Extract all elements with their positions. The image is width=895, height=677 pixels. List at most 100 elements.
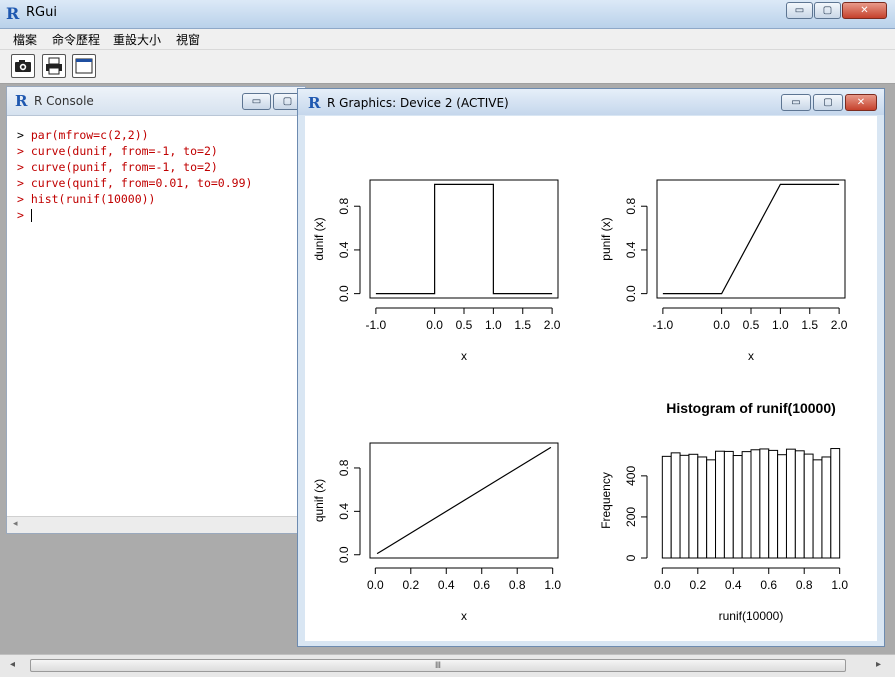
histogram-bar: [741, 451, 752, 559]
console-input-line[interactable]: >: [17, 207, 252, 223]
histogram-bar: [759, 448, 770, 559]
histogram-x-tick-label: 0.2: [689, 578, 706, 592]
console-restore-button[interactable]: ▢: [273, 93, 302, 110]
qunif-y-axis-label: qunif (x): [312, 479, 326, 522]
dunif-y-tick-label: 0.4: [337, 241, 351, 258]
console-line: > curve(qunif, from=0.01, to=0.99): [17, 176, 253, 190]
histogram-bar: [697, 456, 708, 559]
console-horizontal-scrollbar[interactable]: ◂: [7, 516, 305, 533]
qunif-x-tick-label: 0.6: [473, 578, 490, 592]
histogram-bar: [679, 454, 690, 559]
punif-y-tick-label: 0.4: [624, 241, 638, 258]
punif-x-tick-label: -1.0: [653, 318, 674, 332]
copy-metafile-button[interactable]: [11, 54, 35, 78]
histogram-bar: [812, 459, 823, 559]
r-logo-icon: R: [6, 4, 20, 23]
r-graphics-window: R R Graphics: Device 2 (ACTIVE) ▭ ▢ ✕ -1…: [297, 88, 885, 647]
console-minimize-button[interactable]: ▭: [242, 93, 271, 110]
main-horizontal-scrollbar[interactable]: ◂ Ⅲ ▸: [0, 654, 895, 677]
console-line: > hist(runif(10000)): [17, 192, 156, 206]
qunif-x-tick-label: 0.4: [438, 578, 455, 592]
window-icon: [75, 58, 93, 74]
histogram-y-tick-label: 200: [624, 507, 638, 527]
histogram-x-tick-label: 0.0: [654, 578, 671, 592]
punif-x-tick-label: 0.0: [713, 318, 730, 332]
graphics-title: R Graphics: Device 2 (ACTIVE): [327, 96, 509, 110]
app-title-bar: R RGui ▭ ▢ ✕: [0, 0, 895, 29]
punif-y-axis-label: punif (x): [599, 217, 613, 260]
punif-x-tick-label: 1.5: [801, 318, 818, 332]
r-logo-icon: R: [308, 94, 321, 112]
dunif-x-tick-label: 1.5: [514, 318, 531, 332]
punif-x-tick-label: 0.5: [743, 318, 760, 332]
histogram-bar: [821, 456, 832, 559]
histogram-y-tick-label: 0: [624, 554, 638, 561]
qunif-x-tick-label: 0.8: [509, 578, 526, 592]
printer-icon: [46, 57, 62, 75]
graphics-minimize-button[interactable]: ▭: [781, 94, 811, 111]
histogram-x-axis-label: runif(10000): [719, 609, 784, 623]
toolbar: [0, 50, 895, 84]
qunif-y-tick-label: 0.4: [337, 503, 351, 520]
histogram-chart-title: Histogram of runif(10000): [666, 400, 836, 416]
histogram-bar: [715, 450, 725, 559]
histogram-x-tick-label: 1.0: [831, 578, 848, 592]
console-title-bar: R R Console ▭ ▢: [7, 87, 305, 116]
window-button[interactable]: [72, 54, 96, 78]
plot-canvas: -1.0 0.0 0.5 1.0 1.5 2.0 0.0 0.4 0.8 x dunif (x) -1…: [305, 116, 877, 641]
graphics-close-button[interactable]: ✕: [845, 94, 877, 111]
qunif-x-tick-label: 0.0: [367, 578, 384, 592]
qunif-curve: [376, 446, 552, 555]
punif-y-tick-label: 0.0: [624, 285, 638, 302]
menu-resize[interactable]: 重設大小: [113, 33, 162, 47]
menu-windows[interactable]: 視窗: [176, 33, 201, 47]
histogram-bar: [785, 448, 796, 559]
histogram-x-tick-label: 0.6: [760, 578, 777, 592]
dunif-y-tick-label: 0.8: [337, 198, 351, 215]
print-button[interactable]: [42, 54, 66, 78]
histogram-bar: [750, 449, 761, 559]
punif-x-tick-label: 1.0: [772, 318, 789, 332]
histogram-bar: [661, 455, 672, 559]
punif-y-tick-label: 0.8: [624, 198, 638, 215]
histogram-bar: [688, 453, 699, 559]
dunif-x-tick-label: 0.0: [426, 318, 443, 332]
graphics-restore-button[interactable]: ▢: [813, 94, 843, 111]
scroll-thumb[interactable]: Ⅲ: [30, 659, 846, 672]
text-caret: [30, 209, 32, 222]
r-console-window: R R Console ▭ ▢ > par(mfrow=c(2,2)) > cu…: [6, 86, 306, 534]
menu-history[interactable]: 命令歷程: [52, 33, 101, 47]
dunif-y-axis-label: dunif (x): [312, 217, 326, 260]
dunif-x-tick-label: 2.0: [544, 318, 561, 332]
menu-bar: 檔案 命令歷程 重設大小 視窗: [0, 29, 895, 50]
app-title: RGui: [26, 5, 57, 20]
histogram-bar: [803, 453, 814, 559]
dunif-x-tick-label: 0.5: [456, 318, 473, 332]
punif-x-tick-label: 2.0: [831, 318, 848, 332]
close-button[interactable]: ✕: [842, 2, 887, 19]
r-logo-icon: R: [15, 92, 28, 110]
histogram-bar: [732, 455, 743, 559]
punif-plot-frame: [656, 179, 846, 299]
qunif-x-tick-label: 1.0: [544, 578, 561, 592]
histogram-y-tick-label: 400: [624, 466, 638, 486]
qunif-x-tick-label: 0.2: [402, 578, 419, 592]
qunif-x-axis-label: x: [461, 609, 467, 623]
histogram-x-tick-label: 0.8: [796, 578, 813, 592]
histogram-x-tick-label: 0.4: [725, 578, 742, 592]
qunif-plot-frame: [369, 442, 559, 559]
console-line: > curve(punif, from=-1, to=2): [17, 160, 218, 174]
scroll-right-icon[interactable]: ▸: [876, 659, 882, 670]
scroll-left-icon[interactable]: ◂: [13, 519, 18, 529]
console-output[interactable]: > par(mfrow=c(2,2)) > curve(dunif, from=…: [17, 127, 252, 223]
dunif-x-axis-label: x: [461, 349, 467, 363]
scroll-left-icon[interactable]: ◂: [10, 659, 16, 670]
menu-file[interactable]: 檔案: [13, 33, 38, 47]
restore-button[interactable]: ▢: [814, 2, 841, 19]
histogram-bar: [723, 450, 734, 559]
console-line: > par(mfrow=c(2,2)): [17, 128, 149, 142]
histogram-bar: [794, 450, 805, 559]
graphics-title-bar: R R Graphics: Device 2 (ACTIVE) ▭ ▢ ✕: [298, 89, 884, 115]
console-line: > curve(dunif, from=-1, to=2): [17, 144, 218, 158]
minimize-button[interactable]: ▭: [786, 2, 813, 19]
